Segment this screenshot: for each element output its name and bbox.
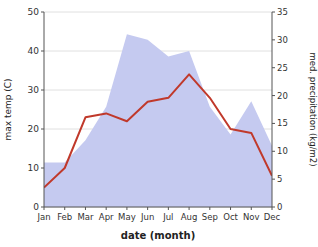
- grid: [44, 12, 272, 207]
- x-tick-label: Dec: [264, 212, 281, 222]
- y2-tick: [272, 151, 275, 152]
- y2-tick: [272, 95, 275, 96]
- y-tick-label: 10: [28, 163, 40, 173]
- grid-line: [44, 12, 272, 13]
- y-tick: [41, 51, 44, 52]
- y-tick: [41, 168, 44, 169]
- x-tick-label: Oct: [223, 212, 238, 222]
- x-tick-label: Apr: [99, 212, 114, 222]
- x-tick: [209, 207, 210, 210]
- area: [44, 34, 272, 207]
- plot-area: [44, 34, 272, 207]
- y-tick-label: 0: [33, 202, 39, 212]
- y2-tick: [272, 207, 275, 208]
- y-tick-label: 20: [28, 124, 40, 134]
- y2-tick-label: 10: [277, 146, 288, 156]
- x-tick-label: Sep: [202, 212, 218, 222]
- y-tick-label: 50: [28, 7, 40, 17]
- y2-tick-label: 5: [277, 174, 282, 184]
- y2-tick-label: 30: [277, 35, 288, 45]
- y2-tick: [272, 12, 275, 13]
- line: [44, 74, 272, 187]
- y2-axis-line: [272, 12, 273, 207]
- y2-tick-label: 20: [277, 91, 288, 101]
- x-tick: [106, 207, 107, 210]
- x-tick: [126, 207, 127, 210]
- y2-tick: [272, 123, 275, 124]
- y2-tick: [272, 67, 275, 68]
- x-tick: [251, 207, 252, 210]
- y-axis-line: [44, 12, 45, 207]
- y-tick: [41, 90, 44, 91]
- y-tick: [41, 12, 44, 13]
- x-tick-label: Nov: [243, 212, 260, 222]
- y2-tick: [272, 39, 275, 40]
- y2-tick-label: 0: [277, 202, 282, 212]
- x-tick: [230, 207, 231, 210]
- x-tick-label: Mar: [77, 212, 94, 222]
- x-tick: [147, 207, 148, 210]
- y2-tick-label: 25: [277, 63, 288, 73]
- y2-tick-label: 15: [277, 118, 288, 128]
- x-axis-line: [44, 207, 272, 208]
- y2-tick-label: 35: [277, 7, 288, 17]
- x-tick-label: Jun: [140, 212, 154, 222]
- x-tick-label: May: [118, 212, 136, 222]
- x-tick-label: Feb: [57, 212, 72, 222]
- x-tick: [85, 207, 86, 210]
- axes: JanFebMarAprMayJunJulAugSepOctNovDec0102…: [28, 7, 288, 222]
- x-tick-label: Jan: [36, 212, 50, 222]
- y-tick-label: 40: [28, 46, 40, 56]
- chart: JanFebMarAprMayJunJulAugSepOctNovDec0102…: [0, 0, 318, 247]
- y2-axis-label: med. precipitation (kg/m2): [308, 52, 318, 166]
- x-tick-label: Jul: [162, 212, 173, 222]
- x-tick-label: Aug: [181, 212, 198, 222]
- y-axis-label: max temp (C): [3, 78, 13, 140]
- chart-container: JanFebMarAprMayJunJulAugSepOctNovDec0102…: [0, 0, 318, 247]
- x-tick: [168, 207, 169, 210]
- x-axis-label: date (month): [121, 230, 195, 241]
- y-tick: [41, 207, 44, 208]
- y-tick: [41, 129, 44, 130]
- x-tick: [189, 207, 190, 210]
- y-tick-label: 30: [28, 85, 40, 95]
- x-tick: [64, 207, 65, 210]
- y2-tick: [272, 179, 275, 180]
- grid-line: [44, 207, 272, 208]
